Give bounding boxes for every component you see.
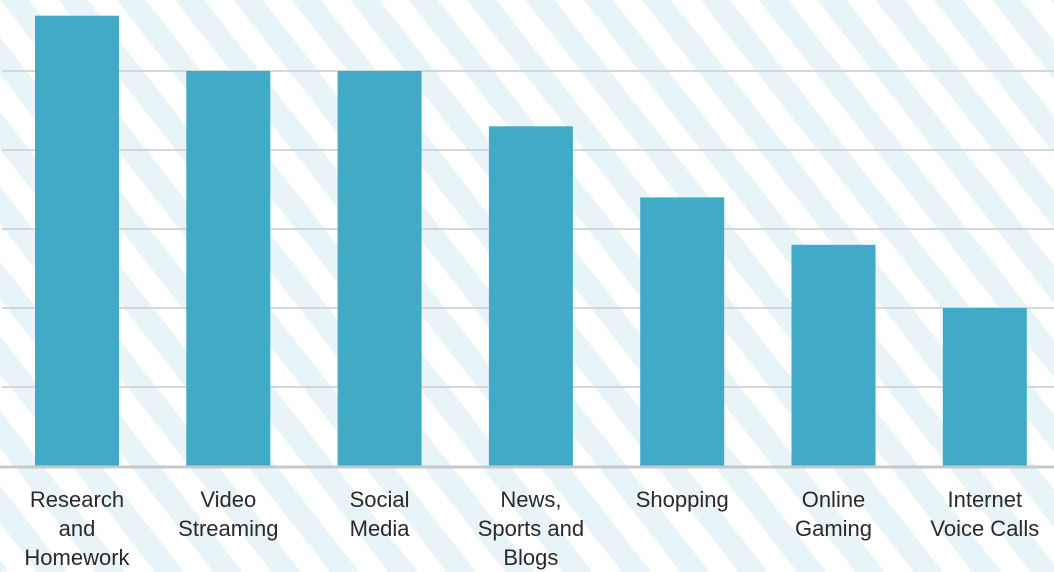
bars	[35, 15, 1027, 467]
category-label-line: Gaming	[795, 516, 872, 541]
category-label-line: Internet	[947, 487, 1022, 512]
bar-1	[35, 15, 119, 466]
bar-6	[791, 244, 876, 466]
category-label-5: Shopping	[636, 487, 729, 512]
category-label-line: Shopping	[636, 487, 729, 512]
category-label-line: Media	[350, 516, 411, 541]
category-label-4: News, Sports and Blogs	[478, 487, 584, 570]
category-label-line: Blogs	[503, 545, 558, 570]
category-label-line: Sports and	[478, 516, 584, 541]
category-label-line: and	[59, 516, 96, 541]
category-label-line: Homework	[24, 545, 130, 570]
category-label-3: Social Media	[350, 487, 411, 541]
category-label-2: Video Streaming	[178, 487, 278, 541]
bar-5	[640, 197, 725, 466]
bar-3	[337, 71, 422, 466]
category-label-line: Research	[30, 487, 124, 512]
category-label-line: Video	[200, 487, 256, 512]
category-label-line: Voice Calls	[930, 516, 1039, 541]
category-labels: Research and Homework Video Streaming Social M…	[24, 487, 1039, 570]
bar-7	[942, 308, 1027, 466]
category-label-7: Internet Voice Calls	[930, 487, 1039, 541]
category-label-6: Online Gaming	[795, 487, 872, 541]
category-label-line: Streaming	[178, 516, 278, 541]
bar-2	[186, 71, 271, 466]
bar-4	[488, 126, 573, 467]
category-label-1: Research and Homework	[24, 487, 130, 570]
category-label-line: Social	[350, 487, 410, 512]
category-label-line: Online	[802, 487, 866, 512]
category-label-line: News,	[500, 487, 561, 512]
